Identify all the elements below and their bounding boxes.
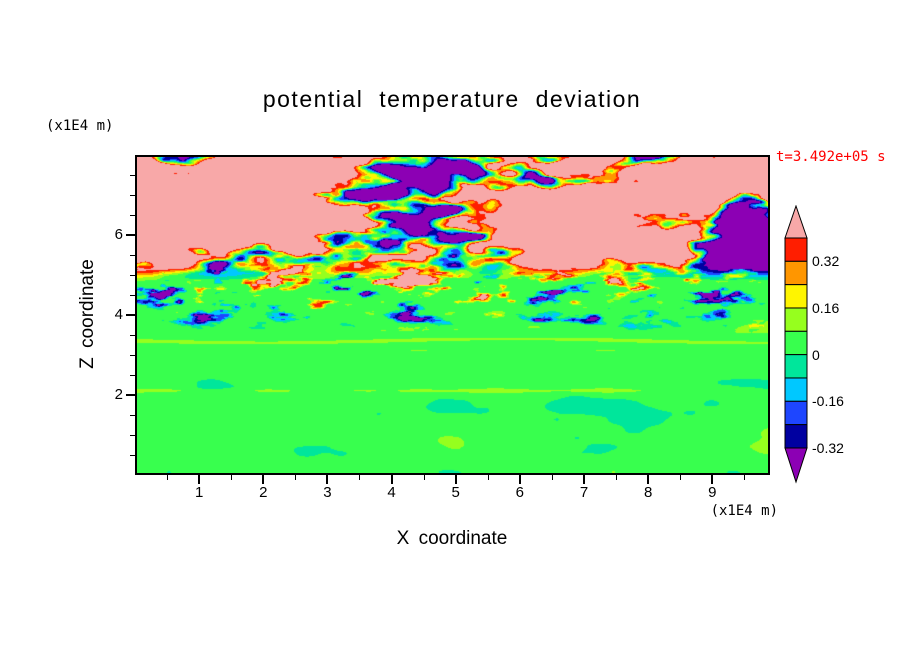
colorbar-segment [784, 284, 808, 309]
colorbar-tick-label: 0 [812, 346, 820, 363]
y-minor-tick [130, 175, 135, 176]
y-minor-tick [130, 295, 135, 296]
y-minor-tick [130, 415, 135, 416]
y-tick-label: 2 [114, 386, 123, 403]
x-tick [198, 475, 201, 484]
x-minor-tick [744, 475, 746, 480]
colorbar-tick-label: -0.16 [812, 393, 844, 410]
y-minor-tick [130, 355, 135, 356]
colorbar-segment [784, 330, 808, 356]
x-tick-label: 7 [579, 484, 589, 501]
colorbar-segment [784, 237, 808, 262]
colorbar-under-arrow [784, 447, 808, 484]
y-tick-label: 6 [114, 226, 123, 243]
y-tick [126, 314, 135, 316]
colorbar-tick-label: 0.32 [812, 253, 840, 270]
x-axis-unit-label: (x1E4 m) [710, 503, 778, 519]
y-minor-tick [130, 455, 135, 456]
x-tick [454, 475, 457, 484]
x-minor-tick [359, 475, 361, 480]
x-tick [390, 475, 393, 484]
plot-frame [135, 155, 770, 475]
colorbar-segment [784, 424, 808, 449]
x-tick [647, 475, 650, 484]
x-tick-label: 1 [194, 484, 204, 501]
x-tick-label: 5 [451, 484, 460, 501]
x-tick-label: 2 [259, 484, 268, 501]
page-title: potential temperature deviation [262, 86, 642, 112]
x-minor-tick [295, 475, 297, 480]
y-tick [126, 234, 135, 236]
timestamp-annotation: t=3.492e+05 s [776, 149, 886, 165]
y-minor-tick [130, 435, 135, 436]
x-tick [582, 475, 585, 484]
y-minor-tick [130, 215, 135, 216]
x-minor-tick [551, 475, 553, 480]
y-tick-label: 4 [114, 306, 123, 323]
colorbar-tick-label: 0.16 [812, 300, 840, 316]
colorbar-over-arrow [784, 204, 808, 239]
y-minor-tick [130, 335, 135, 336]
x-minor-tick [167, 475, 169, 480]
y-axis-unit-label: (x1E4 m) [46, 118, 114, 134]
x-tick-label: 3 [323, 484, 332, 501]
x-minor-tick [231, 475, 233, 480]
colorbar [784, 204, 808, 487]
y-tick [126, 394, 135, 396]
x-minor-tick [616, 475, 618, 480]
colorbar-segment [784, 260, 808, 286]
y-minor-tick [130, 255, 135, 256]
x-tick-label: 9 [708, 484, 717, 501]
x-minor-tick [680, 475, 682, 480]
x-tick [326, 475, 329, 484]
colorbar-tick-label: -0.32 [812, 440, 844, 456]
x-tick-label: 6 [515, 484, 525, 501]
y-minor-tick [130, 275, 135, 276]
colorbar-svg [784, 204, 808, 484]
x-tick [518, 475, 521, 484]
x-tick-label: 8 [643, 484, 653, 501]
x-tick [711, 475, 714, 484]
colorbar-segment [784, 377, 808, 402]
y-minor-tick [130, 195, 135, 196]
x-axis-title: X coordinate [396, 528, 508, 549]
heatmap-canvas [137, 157, 768, 473]
x-tick [262, 475, 265, 484]
x-tick-label: 4 [387, 484, 396, 501]
colorbar-segment [784, 354, 808, 379]
y-minor-tick [130, 375, 135, 376]
colorbar-segment [784, 400, 808, 426]
x-minor-tick [487, 475, 489, 480]
x-minor-tick [423, 475, 425, 480]
colorbar-segment [784, 307, 808, 332]
